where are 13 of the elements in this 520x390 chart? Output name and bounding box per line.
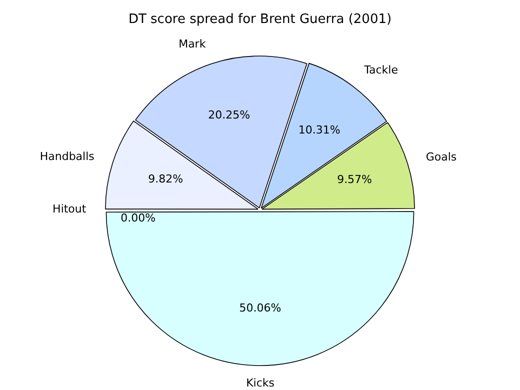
data-label: 9.57% xyxy=(337,172,372,186)
data-label: 10.31% xyxy=(298,123,340,136)
data-label: 20.25% xyxy=(208,108,250,122)
slice-label: Handballs xyxy=(40,150,95,163)
slice-label: Tackle xyxy=(363,63,398,76)
slice-label: Kicks xyxy=(246,376,275,390)
data-label: 9.82% xyxy=(148,172,184,186)
chart-title: DT score spread for Brent Guerra (2001) xyxy=(128,12,392,28)
category-label: Hitout xyxy=(52,202,86,216)
data-label: 50.06% xyxy=(239,302,282,315)
slice-label: Mark xyxy=(178,38,206,51)
text: 0.00% xyxy=(120,212,156,225)
slice-label: Goals xyxy=(426,150,457,164)
